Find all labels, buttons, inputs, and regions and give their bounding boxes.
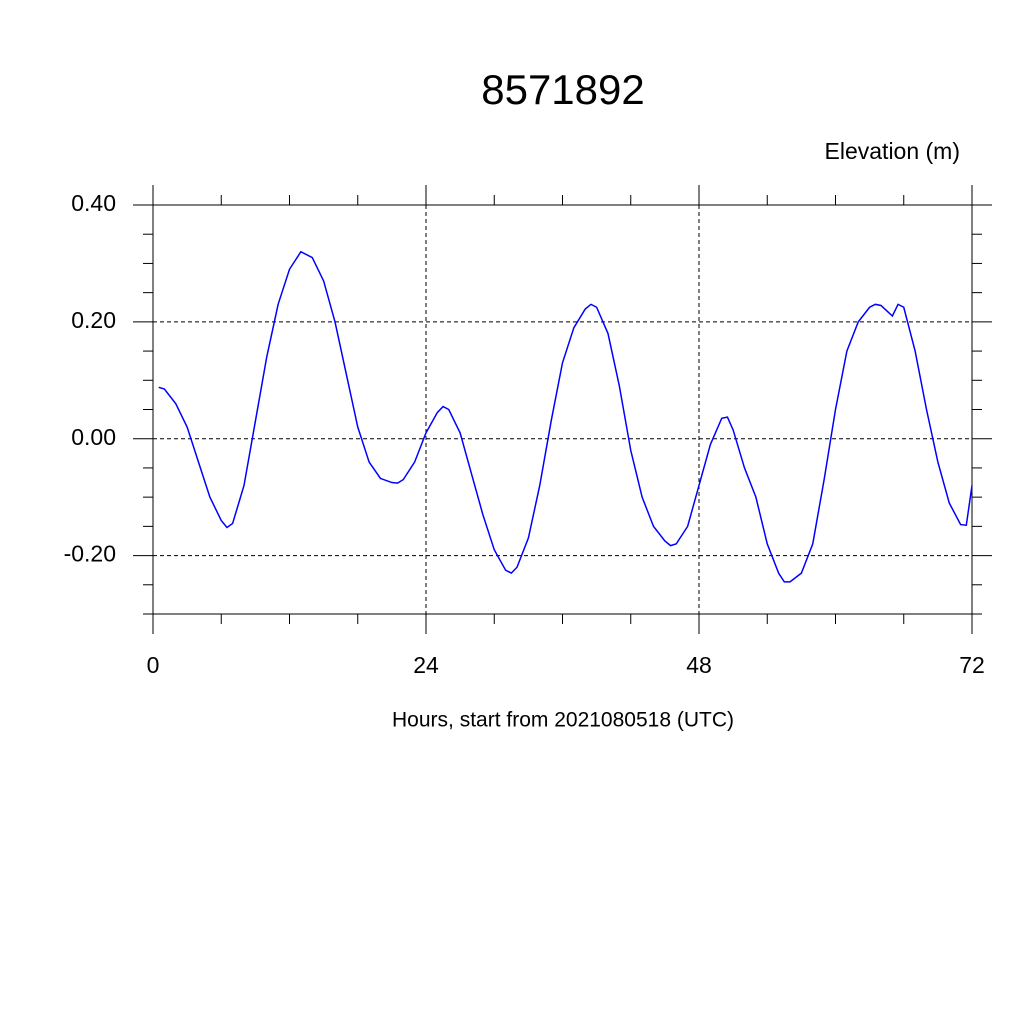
chart-title: 8571892	[481, 66, 645, 113]
x-tick-label: 72	[959, 652, 985, 678]
plot-frame	[152, 204, 973, 615]
x-tick-label: 48	[686, 652, 712, 678]
y-tick-label: 0.20	[71, 307, 116, 333]
y-tick-label: 0.00	[71, 424, 116, 450]
data-line	[158, 250, 973, 583]
y-axis-label: Elevation (m)	[825, 138, 960, 164]
x-tick-label: 24	[413, 652, 439, 678]
x-axis-label: Hours, start from 2021080518 (UTC)	[392, 709, 734, 732]
y-tick-label: -0.20	[64, 541, 116, 567]
x-tick-label: 0	[147, 652, 160, 678]
y-tick-label: 0.40	[71, 190, 116, 216]
